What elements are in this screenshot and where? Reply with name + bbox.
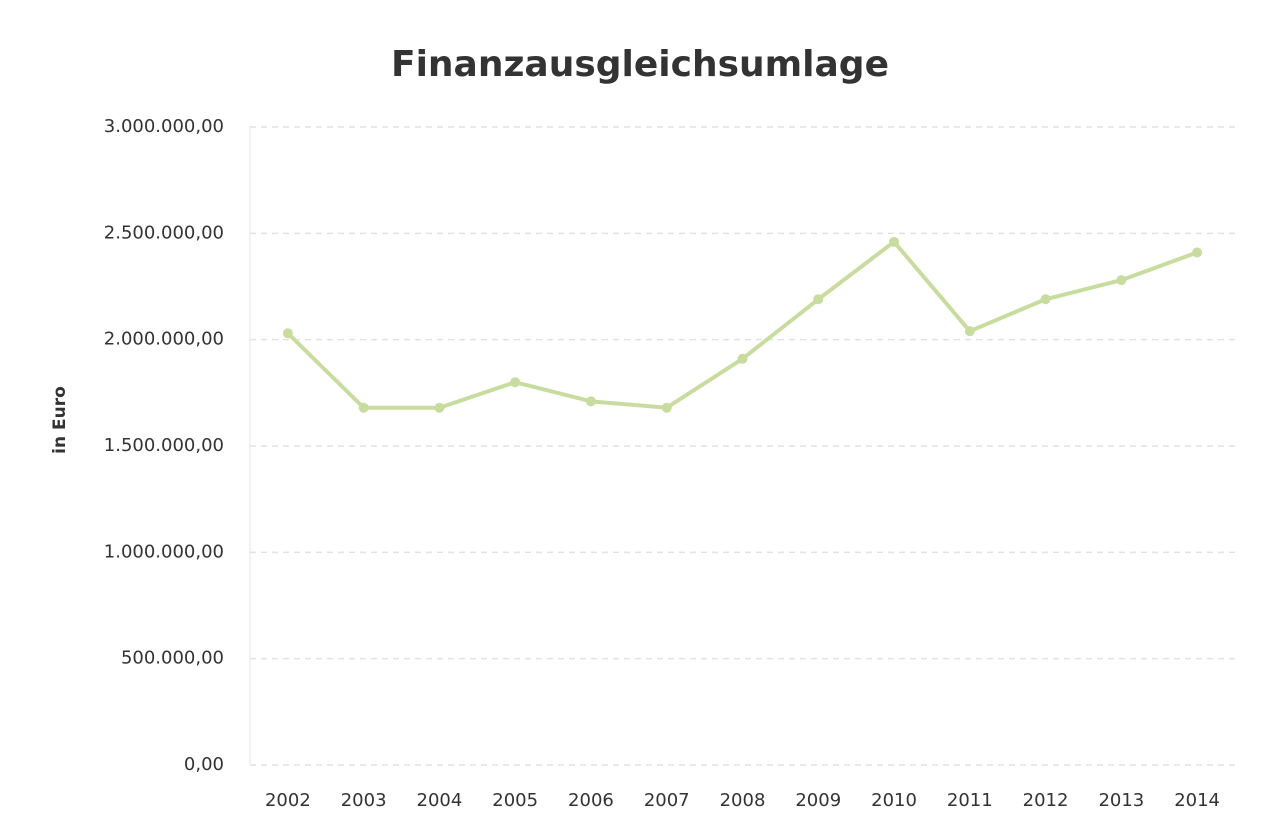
data-point [964, 326, 975, 337]
x-tick-label: 2013 [1098, 790, 1144, 811]
x-tick-label: 2008 [720, 790, 766, 811]
x-tick-label: 2014 [1174, 790, 1220, 811]
data-point [889, 236, 900, 247]
y-tick-label: 500.000,00 [121, 648, 224, 669]
data-point [510, 377, 521, 388]
y-axis-title: in Euro [50, 386, 70, 454]
x-tick-label: 2003 [341, 790, 387, 811]
data-point [813, 294, 824, 305]
x-tick-label: 2011 [947, 790, 993, 811]
x-tick-label: 2005 [492, 790, 538, 811]
y-tick-label: 1.000.000,00 [104, 541, 224, 562]
x-tick-label: 2010 [871, 790, 917, 811]
y-tick-label: 3.000.000,00 [104, 116, 224, 137]
data-point [434, 402, 445, 413]
y-tick-label: 2.500.000,00 [104, 222, 224, 243]
data-point [585, 396, 596, 407]
data-point [1192, 247, 1203, 258]
data-point [282, 328, 293, 339]
data-point [358, 402, 369, 413]
x-tick-label: 2004 [417, 790, 463, 811]
y-tick-label: 2.000.000,00 [104, 329, 224, 350]
chart-title: Finanzausgleichsumlage [391, 44, 889, 85]
data-point [1116, 275, 1127, 286]
x-tick-label: 2002 [265, 790, 311, 811]
data-point [737, 353, 748, 364]
x-tick-label: 2006 [568, 790, 614, 811]
x-tick-label: 2012 [1023, 790, 1069, 811]
y-tick-label: 0,00 [184, 754, 224, 775]
data-point [661, 402, 672, 413]
x-tick-label: 2009 [795, 790, 841, 811]
y-tick-label: 1.500.000,00 [104, 435, 224, 456]
x-tick-label: 2007 [644, 790, 690, 811]
data-point [1040, 294, 1051, 305]
